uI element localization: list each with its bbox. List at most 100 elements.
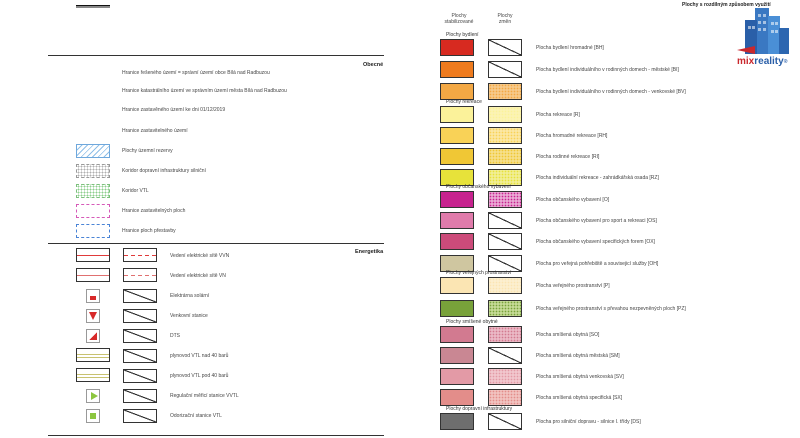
area-type-label: Plocha smíšená obytná specifická [SX] [536, 395, 623, 401]
area-type-label: Plocha pro veřejná pohřebiště a souvisej… [536, 261, 659, 267]
stabilized-swatch [440, 347, 474, 364]
stabilized-swatch [440, 389, 474, 406]
redevelopment-area-symbol [76, 224, 110, 238]
change-swatch [488, 389, 522, 406]
change-swatch [488, 326, 522, 343]
change-swatch-na [488, 39, 522, 56]
obecne-item-label: Hranice ploch přestavby [122, 228, 176, 234]
change-not-applicable-symbol [123, 369, 157, 383]
dts-icon [89, 332, 97, 340]
stabilized-swatch [440, 191, 474, 208]
change-swatch [488, 83, 522, 100]
group-heading: Plochy rekreace [446, 99, 482, 105]
change-swatch [488, 368, 522, 385]
obecne-item-label: Koridor VTL [122, 188, 149, 194]
stabilized-swatch [440, 39, 474, 56]
energy-item-label: plynovod VTL nad 40 barů [170, 353, 229, 359]
stabilized-swatch [440, 255, 474, 272]
change-swatch-na [488, 413, 522, 430]
area-type-label: Plocha rekreace [R] [536, 112, 580, 118]
area-type-label: Plocha smíšená obytná městská [SM] [536, 353, 620, 359]
gas-pipeline-symbol [76, 348, 110, 362]
group-heading: Plochy bydlení [446, 32, 479, 38]
group-heading: Plochy veřejných prostranství [446, 270, 512, 276]
stabilized-swatch [440, 212, 474, 229]
area-type-label: Plocha bydlení individuálního v rodinnýc… [536, 67, 679, 73]
obecne-item-label: Plochy územní rezervy [122, 148, 173, 154]
area-type-label: Plocha hromadné rekreace [RH] [536, 133, 608, 139]
reserve-area-symbol [76, 144, 110, 158]
group-heading: Plochy smíšené obytné [446, 319, 498, 325]
area-type-label: Plocha občanského vybavení [O] [536, 197, 610, 203]
change-swatch [488, 106, 522, 123]
area-type-label: Plocha individuální rekreace - zahrádkář… [536, 175, 659, 181]
logo-text-mix: mix [737, 56, 755, 67]
energy-item-label: Venkovní stanice [170, 313, 208, 319]
obecne-section-title: Obecné [363, 62, 384, 68]
station-symbol [86, 329, 100, 343]
change-not-applicable-symbol [123, 349, 157, 363]
obecne-item-label: Hranice katastrálního území ve správním … [122, 88, 287, 94]
change-swatch-na [488, 212, 522, 229]
station-symbol [86, 409, 100, 423]
change-not-applicable-symbol [123, 289, 157, 303]
stabilized-swatch [440, 368, 474, 385]
stabilized-swatch [440, 106, 474, 123]
change-not-applicable-symbol [123, 389, 157, 403]
area-type-label: Plocha veřejného prostranství [P] [536, 283, 610, 289]
change-swatch [488, 127, 522, 144]
change-swatch [488, 191, 522, 208]
area-type-label: Plocha smíšená obytná venkovská [SV] [536, 374, 624, 380]
vtl-corridor-symbol [76, 184, 110, 198]
mixreality-logo: mixreality® [735, 6, 795, 72]
boundary-developable-symbol [76, 6, 110, 8]
energy-item-label: plynovod VTL pod 40 barů [170, 373, 229, 379]
stabilized-swatch [440, 413, 474, 430]
odorization-station-icon [90, 413, 96, 419]
developable-area-symbol [76, 204, 110, 218]
logo-text-reality: reality [754, 56, 784, 67]
section-rule-top [48, 55, 384, 56]
obecne-item-label: Hranice zastavitelného území [122, 128, 188, 134]
energy-item-label: Regulační měřicí stanice VVTL [170, 393, 239, 399]
road-corridor-symbol [76, 164, 110, 178]
obecne-item-label: Hranice řešeného území = správní území o… [122, 70, 270, 76]
change-not-applicable-symbol [123, 309, 157, 323]
change-swatch-na [488, 233, 522, 250]
area-type-label: Plocha pro silniční dopravu - silnice I.… [536, 419, 641, 425]
obecne-item-label: Koridor dopravní infrastruktury silniční [122, 168, 206, 174]
area-type-label: Plocha bydlení hromadné [BH] [536, 45, 604, 51]
area-type-label: Plocha rodinné rekreace [RI] [536, 154, 600, 160]
stabilized-swatch [440, 127, 474, 144]
change-not-applicable-symbol [123, 329, 157, 343]
stabilized-swatch [440, 233, 474, 250]
stabilized-swatch [440, 61, 474, 78]
regulation-station-icon [91, 392, 98, 400]
group-heading: Plochy občanského vybavení [446, 184, 511, 190]
energetika-section-title: Energetika [355, 249, 384, 255]
stabilized-swatch [440, 169, 474, 186]
energy-item-label: DTS [170, 333, 180, 339]
change-swatch-na [488, 255, 522, 272]
gas-pipeline-symbol [76, 368, 110, 382]
change-swatch [488, 169, 522, 186]
station-symbol [86, 389, 100, 403]
stabilized-swatch [440, 326, 474, 343]
energy-item-label: Vedení elektrické sítě VN [170, 273, 226, 279]
obecne-item-label: Hranice zastavěného území ke dni 01/12/2… [122, 107, 226, 113]
energy-item-label: Odorizační stanice VTL [170, 413, 222, 419]
area-type-label: Plocha občanského vybavení pro sport a r… [536, 218, 657, 224]
area-type-label: Plocha bydlení individuálního v rodinnýc… [536, 89, 686, 95]
energy-item-label: Vedení elektrické sítě VVN [170, 253, 230, 259]
station-symbol [86, 309, 100, 323]
vvn-line-change-symbol [123, 248, 157, 262]
change-swatch [488, 277, 522, 294]
stabilized-swatch [440, 277, 474, 294]
area-type-label: Plocha smíšená obytná [SO] [536, 332, 600, 338]
outdoor-station-icon [89, 312, 97, 320]
obecne-item-label: Hranice zastavitelných ploch [122, 208, 186, 214]
vn-line-change-symbol [123, 268, 157, 282]
change-swatch-na [488, 347, 522, 364]
column-header-stabilized: Plochy stabilizované [444, 13, 474, 25]
area-type-label: Plocha občanského vybavení specifických … [536, 239, 655, 245]
